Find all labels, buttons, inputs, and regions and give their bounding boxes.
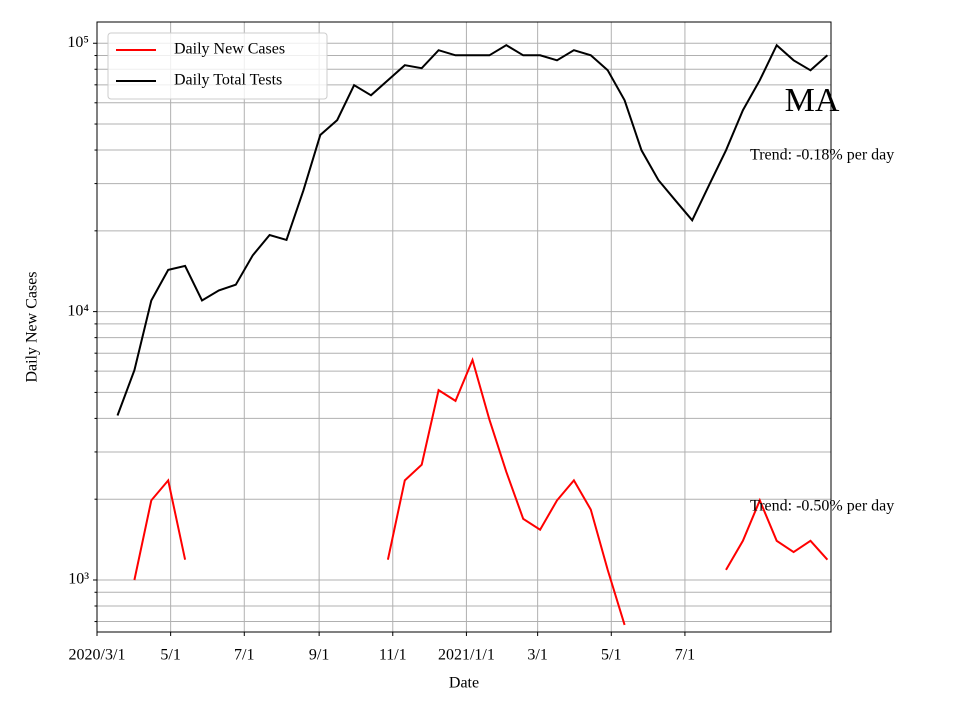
x-tick-label: 11/1 — [379, 647, 407, 664]
annotation: Trend: -0.50% per day — [750, 498, 894, 515]
x-tick-label: 3/1 — [527, 647, 547, 664]
x-axis-label: Date — [449, 675, 479, 692]
lines — [116, 43, 829, 626]
annotation: Trend: -0.18% per day — [750, 147, 894, 164]
x-tick-label: 5/1 — [601, 647, 621, 664]
x-tick-label: 9/1 — [309, 647, 329, 664]
x-tick-label: 2021/1/1 — [438, 647, 495, 664]
data-line — [116, 43, 829, 416]
plot-frame — [96, 21, 832, 633]
grid — [93, 22, 831, 636]
y-tick-label: 10⁴ — [67, 302, 89, 319]
legend-box — [107, 32, 328, 100]
x-tick-label: 5/1 — [160, 647, 180, 664]
x-tick-label: 7/1 — [234, 647, 254, 664]
y-axis-label: Daily New Cases — [24, 271, 41, 382]
y-tick-label: 10³ — [68, 571, 89, 588]
legend-label: Daily Total Tests — [174, 72, 282, 89]
data-line — [133, 356, 829, 626]
legend-label: Daily New Cases — [174, 41, 285, 58]
chart-title: MA — [785, 82, 840, 119]
y-tick-label: 10⁵ — [67, 34, 89, 51]
legend: Daily New Cases Daily Total Tests — [107, 32, 328, 100]
x-tick-label: 2020/3/1 — [69, 647, 126, 664]
x-tick-label: 7/1 — [675, 647, 695, 664]
